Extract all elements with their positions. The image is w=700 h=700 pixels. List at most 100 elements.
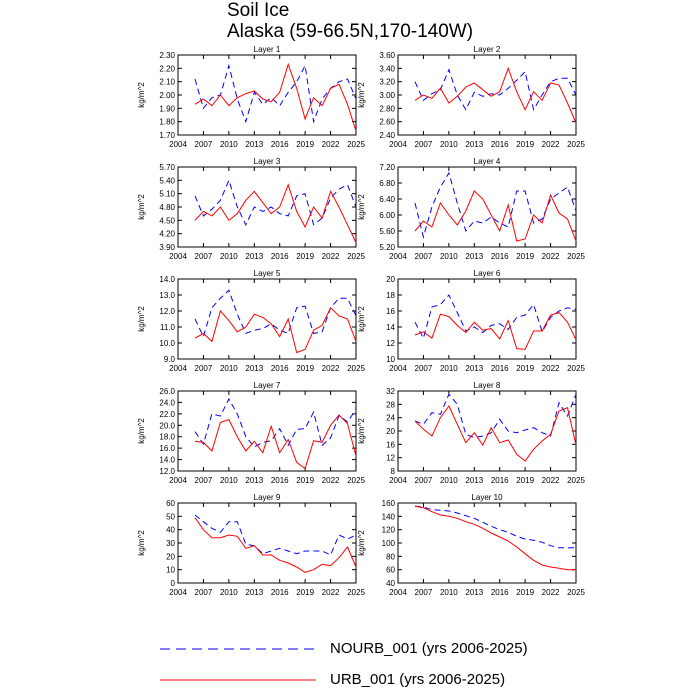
series-line-nourb: [414, 505, 576, 549]
x-tick-label: 2019: [516, 252, 534, 261]
panel-frame: [397, 502, 577, 584]
chart-title: Soil Ice: [227, 0, 290, 21]
y-tick-label: 8: [391, 467, 396, 476]
y-tick-label: 5.40: [159, 176, 175, 185]
x-tick-label: 2025: [567, 588, 585, 597]
x-tick-label: 2007: [415, 588, 433, 597]
series-line-urb: [414, 312, 577, 350]
x-tick-label: 2025: [567, 140, 585, 149]
series-line-urb: [194, 414, 357, 470]
y-tick-label: 5.20: [379, 243, 395, 252]
x-tick-label: 2025: [347, 476, 365, 485]
x-tick-label: 2019: [516, 476, 534, 485]
x-tick-label: 2004: [169, 588, 187, 597]
y-axis-label: kg/m^2: [137, 82, 146, 108]
panel-title: Layer 2: [474, 45, 501, 54]
panel-layer-7: Layer 7 kg/m^2 12.0 14.0 16.0 18.0 20.0 22.0 24.…: [137, 381, 365, 485]
x-tick-label: 2025: [347, 364, 365, 373]
y-tick-label: 4.80: [159, 203, 175, 212]
x-tick-label: 2016: [491, 364, 509, 373]
y-tick-label: 16: [386, 440, 395, 449]
y-tick-label: 6.00: [379, 211, 395, 220]
y-axis-label: kg/m^2: [137, 530, 146, 556]
x-tick-label: 2004: [389, 140, 407, 149]
series-line-nourb: [194, 514, 357, 556]
panel-layer-2: Layer 2 kg/m^2 2.40 2.60 2.80 3.00 3.20 3.40 3.6…: [357, 45, 585, 149]
x-tick-label: 2019: [516, 140, 534, 149]
y-tick-label: 5.10: [159, 190, 175, 199]
x-tick-label: 2013: [465, 364, 483, 373]
x-tick-label: 2004: [389, 476, 407, 485]
plot-grid: Layer 1 kg/m^2 1.70 1.80 1.90 2.00 2.10 2.20 2.3…: [137, 45, 585, 597]
series-line-nourb: [414, 393, 577, 439]
y-tick-label: 16: [386, 307, 395, 316]
x-tick-label: 2007: [415, 140, 433, 149]
x-tick-label: 2007: [195, 364, 213, 373]
x-tick-label: 2004: [169, 140, 187, 149]
series-line-urb: [414, 405, 577, 462]
panel-frame: [397, 390, 577, 472]
y-tick-label: 18.0: [159, 433, 175, 442]
panel-title: Layer 4: [474, 157, 501, 166]
x-tick-label: 2013: [465, 252, 483, 261]
x-tick-label: 2019: [296, 476, 314, 485]
y-tick-label: 3.40: [379, 64, 395, 73]
x-tick-label: 2013: [245, 140, 263, 149]
x-tick-label: 2019: [296, 252, 314, 261]
y-tick-label: 7.20: [379, 163, 395, 172]
x-tick-label: 2010: [220, 364, 238, 373]
legend-label-urb: URB_001 (yrs 2006-2025): [330, 671, 506, 688]
series-line-nourb: [414, 171, 577, 239]
x-tick-label: 2010: [440, 140, 458, 149]
y-tick-label: 12.0: [159, 307, 175, 316]
y-tick-label: 18: [386, 291, 395, 300]
panel-layer-9: Layer 9 kg/m^2 0 10 20 30 40 50 60 2004 2007 2010 20…: [137, 493, 365, 597]
x-tick-label: 2022: [322, 476, 340, 485]
x-tick-label: 2004: [169, 364, 187, 373]
x-tick-label: 2016: [491, 588, 509, 597]
x-tick-label: 2004: [389, 252, 407, 261]
y-tick-label: 2.20: [159, 64, 175, 73]
y-tick-label: 10: [386, 355, 395, 364]
y-tick-label: 20: [166, 552, 175, 561]
x-tick-label: 2013: [245, 252, 263, 261]
x-tick-label: 2022: [542, 364, 560, 373]
x-tick-label: 2010: [440, 252, 458, 261]
x-tick-label: 2022: [542, 252, 560, 261]
x-tick-label: 2013: [465, 140, 483, 149]
x-tick-label: 2013: [245, 364, 263, 373]
y-tick-label: 9.0: [164, 355, 176, 364]
x-tick-label: 2007: [415, 364, 433, 373]
x-tick-label: 2022: [322, 588, 340, 597]
y-tick-label: 40: [386, 579, 395, 588]
y-tick-label: 80: [386, 552, 395, 561]
y-axis-label: kg/m^2: [137, 194, 146, 220]
x-tick-label: 2019: [296, 588, 314, 597]
series-line-nourb: [414, 68, 577, 112]
y-tick-label: 12: [386, 454, 395, 463]
panel-frame: [177, 502, 357, 584]
series-line-nourb: [414, 294, 577, 340]
y-tick-label: 20.0: [159, 421, 175, 430]
y-tick-label: 1.80: [159, 118, 175, 127]
panel-title: Layer 10: [471, 493, 503, 502]
y-axis-label: kg/m^2: [357, 194, 366, 220]
y-tick-label: 26.0: [159, 387, 175, 396]
panel-title: Layer 5: [254, 269, 281, 278]
x-tick-label: 2010: [220, 588, 238, 597]
panel-layer-10: Layer 10 kg/m^2 40 60 80 100 120 140 160 2004 2007…: [357, 493, 585, 597]
panel-frame: [177, 166, 357, 248]
chart-subtitle: Alaska (59-66.5N,170-140W): [227, 21, 474, 42]
x-tick-label: 2004: [169, 476, 187, 485]
panel-title: Layer 3: [254, 157, 281, 166]
x-tick-label: 2007: [415, 252, 433, 261]
panel-layer-6: Layer 6 kg/m^2 10 12 14 16 18 20 2004 2007 2010 201…: [357, 269, 585, 373]
y-tick-label: 13.0: [159, 291, 175, 300]
x-tick-label: 2016: [271, 252, 289, 261]
y-tick-label: 50: [166, 512, 175, 521]
series-line-urb: [194, 183, 357, 243]
panel-layer-1: Layer 1 kg/m^2 1.70 1.80 1.90 2.00 2.10 2.20 2.3…: [137, 45, 365, 149]
y-tick-label: 3.60: [379, 51, 395, 60]
x-tick-label: 2007: [195, 140, 213, 149]
y-tick-label: 3.90: [159, 243, 175, 252]
